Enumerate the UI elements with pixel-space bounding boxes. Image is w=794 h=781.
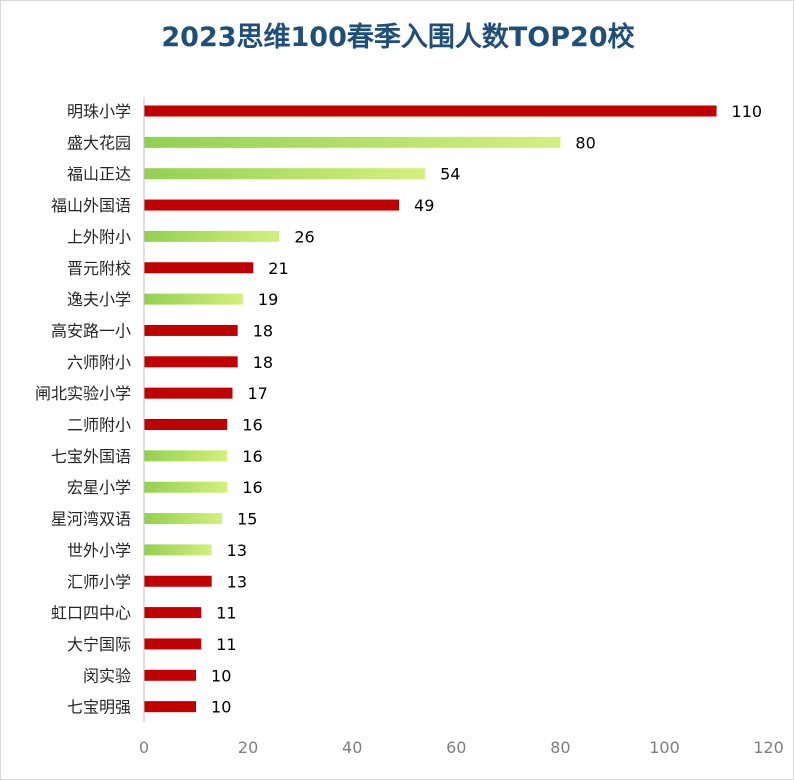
- x-tick-label: 60: [446, 738, 466, 757]
- bar: [144, 419, 228, 430]
- value-labels-group: 110 80 54 49 26 21 19 18 18 17 16 16 16 15 13 13 11 11 10 1…: [211, 102, 762, 717]
- data-label: 16: [242, 478, 262, 497]
- bar: [144, 136, 561, 148]
- bar: [144, 481, 228, 493]
- x-tick-label: 40: [342, 738, 362, 757]
- category-label: 闸北实验小学: [35, 384, 131, 403]
- data-label: 10: [211, 666, 231, 685]
- bar: [144, 262, 254, 274]
- bar: [144, 293, 243, 305]
- data-label: 16: [242, 416, 262, 435]
- bar: [144, 607, 202, 619]
- data-label: 10: [211, 698, 231, 717]
- bar: [144, 669, 197, 681]
- bar: [144, 544, 212, 556]
- bar: [144, 450, 228, 462]
- bar: [144, 575, 212, 587]
- data-label: 17: [247, 384, 267, 403]
- x-tick-label: 80: [550, 738, 570, 757]
- bar: [144, 324, 238, 336]
- data-label: 110: [732, 102, 763, 121]
- data-label: 13: [227, 572, 247, 591]
- category-label: 二师附小: [67, 416, 131, 435]
- data-label: 11: [216, 604, 236, 623]
- axes-group: 0 20 40 60 80 100 120: [139, 97, 784, 757]
- data-label: 18: [253, 321, 273, 340]
- bar: [144, 513, 223, 525]
- data-label: 16: [242, 447, 262, 466]
- category-label: 六师附小: [67, 353, 131, 372]
- category-label: 汇师小学: [67, 572, 131, 591]
- category-label: 逸夫小学: [67, 290, 131, 309]
- category-label: 七宝明强: [67, 698, 131, 717]
- category-label: 福山正达: [67, 165, 131, 184]
- category-label: 明珠小学: [67, 102, 131, 121]
- x-tick-label: 0: [139, 738, 149, 757]
- data-label: 15: [237, 510, 257, 529]
- data-label: 21: [268, 259, 288, 278]
- category-label: 盛大花园: [67, 133, 131, 152]
- bar: [144, 356, 238, 368]
- bar: [144, 701, 197, 713]
- category-label: 星河湾双语: [51, 510, 131, 529]
- bar: [144, 638, 202, 650]
- data-label: 19: [258, 290, 278, 309]
- chart-title: 2023思维100春季入围人数TOP20校: [161, 22, 635, 53]
- bar: [144, 387, 233, 399]
- data-label: 49: [414, 196, 434, 215]
- category-label: 虹口四中心: [51, 604, 131, 623]
- bar: [144, 230, 280, 242]
- x-tick-label: 20: [238, 738, 258, 757]
- category-label: 闵实验: [83, 666, 131, 685]
- category-label: 世外小学: [67, 541, 131, 560]
- data-label: 80: [575, 133, 595, 152]
- bar: [144, 105, 717, 117]
- data-label: 26: [294, 227, 314, 246]
- x-tick-label: 100: [649, 738, 680, 757]
- data-label: 54: [440, 165, 460, 184]
- category-label: 晋元附校: [67, 259, 131, 278]
- category-label: 宏星小学: [67, 478, 131, 497]
- category-label: 大宁国际: [67, 635, 131, 654]
- category-label: 福山外国语: [51, 196, 131, 215]
- data-label: 13: [227, 541, 247, 560]
- bar: [144, 168, 426, 180]
- x-tick-label: 120: [753, 738, 784, 757]
- bars-group: [144, 105, 717, 713]
- category-labels-group: 明珠小学盛大花园福山正达福山外国语上外附小晋元附校逸夫小学高安路一小六师附小闸北…: [35, 102, 131, 717]
- bar: [144, 199, 400, 211]
- data-label: 11: [216, 635, 236, 654]
- category-label: 上外附小: [67, 227, 131, 246]
- category-label: 高安路一小: [51, 321, 131, 340]
- data-label: 18: [253, 353, 273, 372]
- category-label: 七宝外国语: [51, 447, 131, 466]
